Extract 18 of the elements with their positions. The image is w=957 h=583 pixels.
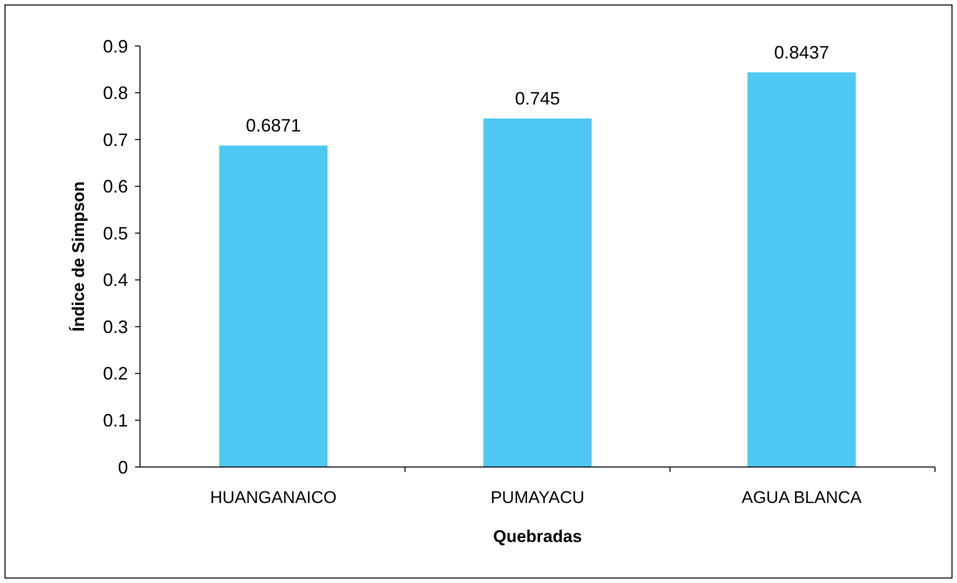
- y-tick-label: 0.6: [102, 176, 128, 197]
- x-tick-label: PUMAYACU: [490, 488, 584, 507]
- data-label: 0.8437: [774, 42, 830, 62]
- y-tick-label: 0.3: [102, 316, 128, 337]
- x-axis-title: Quebradas: [493, 527, 582, 546]
- x-tick-label: AGUA BLANCA: [742, 488, 862, 507]
- y-tick-label: 0.2: [102, 364, 128, 384]
- y-tick-label: 0.4: [102, 270, 128, 290]
- y-tick-label: 0: [118, 457, 128, 478]
- x-tick-label: HUANGANAICO: [210, 488, 337, 507]
- y-tick-label: 0.9: [102, 36, 128, 56]
- data-label: 0.6871: [246, 116, 301, 136]
- y-tick-label: 0.5: [102, 223, 128, 244]
- y-tick-label: 0.7: [102, 130, 128, 150]
- y-tick-label: 0.8: [102, 83, 128, 104]
- y-axis-title: Índice de Simpson: [68, 181, 88, 332]
- y-tick-label: 0.1: [102, 410, 128, 431]
- data-label: 0.745: [514, 88, 560, 109]
